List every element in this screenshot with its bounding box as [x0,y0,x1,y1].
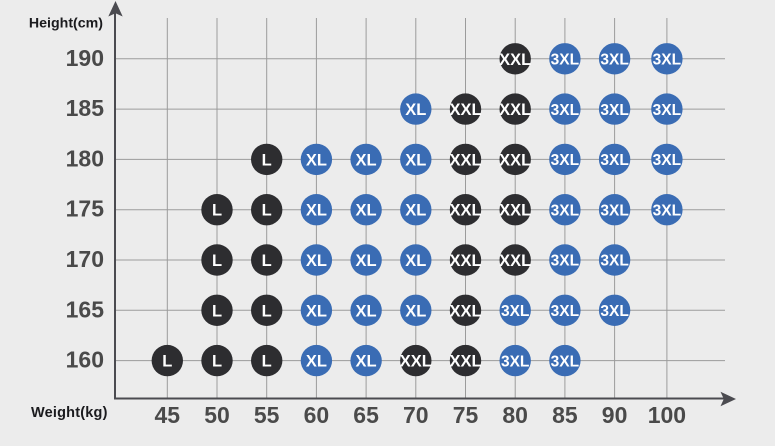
svg-text:XL: XL [306,151,327,169]
svg-text:3XL: 3XL [501,303,529,320]
svg-text:85: 85 [552,402,578,428]
svg-text:XXL: XXL [499,101,531,119]
svg-text:3XL: 3XL [653,51,681,68]
svg-text:50: 50 [204,402,230,428]
svg-text:L: L [262,151,272,169]
svg-text:45: 45 [155,402,181,428]
svg-text:185: 185 [66,95,105,121]
svg-text:3XL: 3XL [551,51,579,68]
svg-text:80: 80 [502,402,528,428]
svg-text:70: 70 [403,402,429,428]
svg-text:3XL: 3XL [551,303,579,320]
svg-text:175: 175 [66,196,105,222]
svg-text:3XL: 3XL [551,152,579,169]
svg-text:XL: XL [306,202,327,220]
svg-text:XL: XL [306,353,327,371]
svg-text:XL: XL [405,302,426,320]
svg-text:3XL: 3XL [551,202,579,219]
svg-text:3XL: 3XL [600,51,628,68]
svg-text:XL: XL [405,151,426,169]
svg-text:3XL: 3XL [600,152,628,169]
svg-text:3XL: 3XL [600,303,628,320]
svg-text:XL: XL [356,353,377,371]
svg-text:180: 180 [66,145,104,171]
svg-text:100: 100 [648,402,686,428]
svg-text:XXL: XXL [499,252,531,270]
svg-text:XL: XL [405,202,426,220]
svg-text:190: 190 [66,45,104,71]
svg-text:XL: XL [405,252,426,270]
svg-text:3XL: 3XL [600,253,628,270]
svg-text:L: L [212,202,222,220]
svg-text:XL: XL [356,302,377,320]
svg-text:65: 65 [353,402,379,428]
svg-text:90: 90 [602,402,628,428]
svg-text:XXL: XXL [449,101,481,119]
svg-text:L: L [262,353,272,371]
svg-text:XL: XL [306,302,327,320]
svg-text:160: 160 [66,347,104,373]
svg-text:L: L [262,202,272,220]
svg-text:XXL: XXL [449,353,481,371]
svg-text:L: L [212,353,222,371]
svg-text:XXL: XXL [499,202,531,220]
svg-text:Height(cm): Height(cm) [29,15,103,31]
svg-text:XXL: XXL [449,302,481,320]
svg-text:XXL: XXL [499,151,531,169]
svg-text:XL: XL [356,252,377,270]
svg-text:3XL: 3XL [551,102,579,119]
svg-text:3XL: 3XL [653,202,681,219]
svg-text:Weight(kg): Weight(kg) [31,405,108,421]
svg-text:L: L [162,353,172,371]
svg-text:L: L [212,252,222,270]
svg-text:170: 170 [66,246,104,272]
svg-text:3XL: 3XL [501,353,529,370]
svg-text:L: L [262,252,272,270]
svg-text:75: 75 [453,402,479,428]
svg-text:L: L [262,302,272,320]
svg-text:3XL: 3XL [653,152,681,169]
svg-text:3XL: 3XL [551,253,579,270]
svg-text:XL: XL [356,151,377,169]
svg-text:XXL: XXL [449,151,481,169]
svg-text:XXL: XXL [400,353,432,371]
svg-text:XXL: XXL [499,51,531,69]
svg-text:XXL: XXL [449,202,481,220]
svg-text:3XL: 3XL [600,102,628,119]
svg-text:60: 60 [304,402,330,428]
svg-text:165: 165 [66,296,105,322]
svg-text:XL: XL [405,101,426,119]
svg-text:3XL: 3XL [551,353,579,370]
svg-text:XL: XL [356,202,377,220]
svg-text:L: L [212,302,222,320]
svg-text:55: 55 [254,402,280,428]
svg-text:3XL: 3XL [653,102,681,119]
svg-text:XXL: XXL [449,252,481,270]
svg-text:XL: XL [306,252,327,270]
svg-text:3XL: 3XL [600,202,628,219]
